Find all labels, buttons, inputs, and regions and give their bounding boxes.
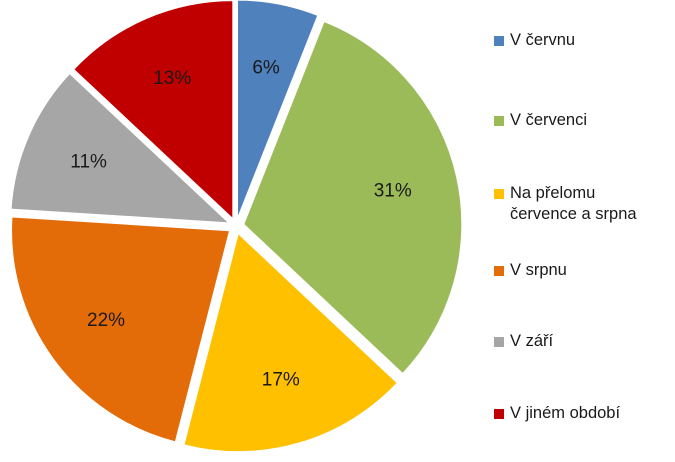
legend-swatch <box>494 189 504 199</box>
legend-item-v-srpnu: V srpnu <box>494 260 567 281</box>
data-label-v-zari: 11% <box>70 152 107 173</box>
pie-slice-v-cervnu <box>237 0 319 219</box>
data-label-v-cervnu: 6% <box>252 58 280 79</box>
pie-plot-area: 6% 31% 17% 22% 11% 13% <box>10 0 463 453</box>
legend-label: Na přelomu července a srpna <box>510 184 637 223</box>
legend-item-v-cervnu: V červnu <box>494 30 575 51</box>
legend-swatch <box>494 266 504 276</box>
data-label-v-srpnu: 22% <box>87 310 125 331</box>
pie-slice-v-jinem-obdobi <box>73 0 234 220</box>
pie-slice-v-cervenci <box>243 20 463 375</box>
data-label-v-jinem-obdobi: 13% <box>153 68 191 89</box>
legend-swatch <box>494 116 504 126</box>
pie-slice-v-srpnu <box>11 216 231 443</box>
legend-swatch <box>494 337 504 347</box>
legend-swatch <box>494 36 504 46</box>
legend-label: V červnu <box>510 31 576 49</box>
legend-item-v-cervenci: V červenci <box>494 110 587 131</box>
legend-item-v-zari: V září <box>494 331 553 352</box>
pie-slice-na-prelomu-cervence-a-srpna <box>183 232 398 453</box>
legend-item-na-prelomu-cervence-a-srpna: Na přelomu července a srpna <box>494 183 637 225</box>
legend-label: V jiném období <box>510 404 621 422</box>
legend-item-v-jinem-obdobi: V jiném období <box>494 403 620 424</box>
legend-label: V září <box>510 332 554 350</box>
data-label-na-prelomu-cervence-a-srpna: 17% <box>262 370 300 391</box>
pie-data-labels: 6% 31% 17% 22% 11% 13% <box>70 58 412 391</box>
legend-label: V červenci <box>510 111 588 129</box>
pie-slice-v-zari <box>10 72 231 224</box>
legend-swatch <box>494 409 504 419</box>
legend-label: V srpnu <box>510 261 567 279</box>
pie-slices <box>10 0 463 453</box>
data-label-v-cervenci: 31% <box>374 180 412 201</box>
